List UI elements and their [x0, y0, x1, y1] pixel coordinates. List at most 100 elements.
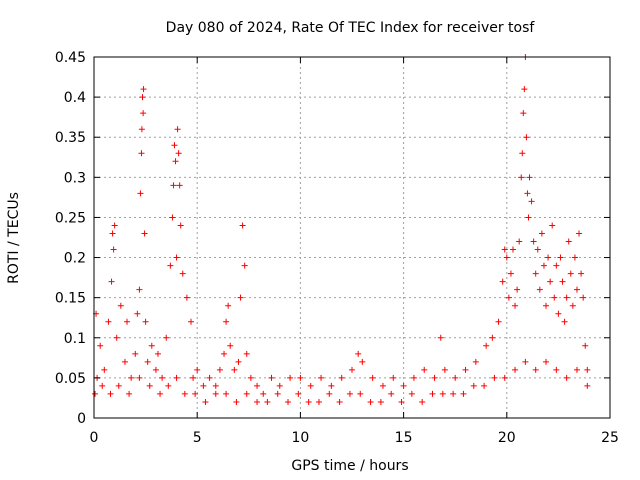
data-point: [543, 302, 550, 309]
data-point: [355, 350, 362, 357]
x-tick-labels: 0 5 10 15 20 25: [90, 430, 619, 446]
data-point: [336, 398, 343, 405]
data-point: [555, 310, 562, 317]
data-point: [532, 366, 539, 373]
data-point: [287, 374, 294, 381]
y-tick-label: 0.05: [55, 371, 86, 387]
data-point: [190, 374, 197, 381]
data-point: [254, 398, 261, 405]
data-point: [495, 318, 502, 325]
data-point: [174, 126, 181, 133]
data-point: [563, 374, 570, 381]
x-tick-label: 0: [90, 430, 99, 446]
data-point: [146, 382, 153, 389]
data-point: [276, 382, 283, 389]
data-point: [557, 254, 564, 261]
data-point: [194, 366, 201, 373]
data-point: [439, 390, 446, 397]
data-point: [223, 318, 230, 325]
data-point: [398, 398, 405, 405]
data-point: [212, 390, 219, 397]
data-point: [315, 398, 322, 405]
data-point: [501, 246, 508, 253]
data-point: [179, 270, 186, 277]
data-point: [247, 374, 254, 381]
data-point: [499, 278, 506, 285]
data-point: [260, 390, 267, 397]
data-point: [491, 374, 498, 381]
axis-ticks: [93, 56, 611, 419]
data-point: [359, 358, 366, 365]
data-point: [111, 222, 118, 229]
chart-title: Day 080 of 2024, Rate Of TEC Index for r…: [166, 20, 536, 36]
data-point: [139, 94, 146, 101]
y-tick-labels: 0 0.05 0.1 0.15 0.2 0.25 0.3 0.35 0.4 0.45: [55, 50, 86, 427]
data-point: [431, 374, 438, 381]
data-point: [338, 374, 345, 381]
data-point: [501, 374, 508, 381]
data-point: [551, 294, 558, 301]
data-point: [521, 86, 528, 93]
data-point: [115, 382, 122, 389]
data-point: [173, 374, 180, 381]
data-point: [419, 398, 426, 405]
data-point: [167, 262, 174, 269]
data-point: [144, 358, 151, 365]
data-point: [561, 318, 568, 325]
data-point: [462, 366, 469, 373]
data-point: [528, 198, 535, 205]
data-point: [181, 390, 188, 397]
data-point: [148, 342, 155, 349]
data-point: [472, 358, 479, 365]
data-point: [297, 374, 304, 381]
data-point: [212, 382, 219, 389]
data-point: [377, 398, 384, 405]
data-point: [489, 334, 496, 341]
series-0: [93, 54, 591, 397]
data-point: [518, 174, 525, 181]
data-point: [268, 374, 275, 381]
y-tick-label: 0: [77, 411, 86, 427]
series-1: [92, 358, 591, 405]
data-point: [136, 286, 143, 293]
data-point: [206, 374, 213, 381]
data-point: [121, 358, 128, 365]
data-point: [450, 390, 457, 397]
data-point: [239, 222, 246, 229]
data-point: [318, 374, 325, 381]
y-axis-label: ROTI / TECUs: [6, 192, 22, 284]
data-point: [408, 390, 415, 397]
data-point: [429, 390, 436, 397]
data-point: [137, 190, 144, 197]
data-point: [481, 382, 488, 389]
data-point: [285, 398, 292, 405]
data-point: [584, 382, 591, 389]
x-tick-label: 20: [498, 430, 516, 446]
data-point: [200, 382, 207, 389]
data-point: [138, 150, 145, 157]
plot-frame: [93, 56, 611, 419]
data-point: [509, 246, 516, 253]
data-point: [132, 350, 139, 357]
data-point: [92, 390, 99, 397]
data-point: [157, 390, 164, 397]
data-point: [367, 398, 374, 405]
data-point: [569, 302, 576, 309]
data-point: [547, 278, 554, 285]
data-point: [483, 342, 490, 349]
data-point: [369, 374, 376, 381]
data-point: [553, 366, 560, 373]
data-point: [105, 318, 112, 325]
y-tick-label: 0.15: [55, 291, 86, 307]
data-point: [460, 390, 467, 397]
x-tick-label: 5: [193, 430, 202, 446]
data-point: [152, 366, 159, 373]
data-point: [512, 366, 519, 373]
data-point: [165, 382, 172, 389]
y-tick-label: 0.25: [55, 210, 86, 226]
data-point: [136, 374, 143, 381]
data-point: [525, 214, 532, 221]
data-point: [421, 366, 428, 373]
data-point: [175, 150, 182, 157]
data-point: [522, 358, 529, 365]
